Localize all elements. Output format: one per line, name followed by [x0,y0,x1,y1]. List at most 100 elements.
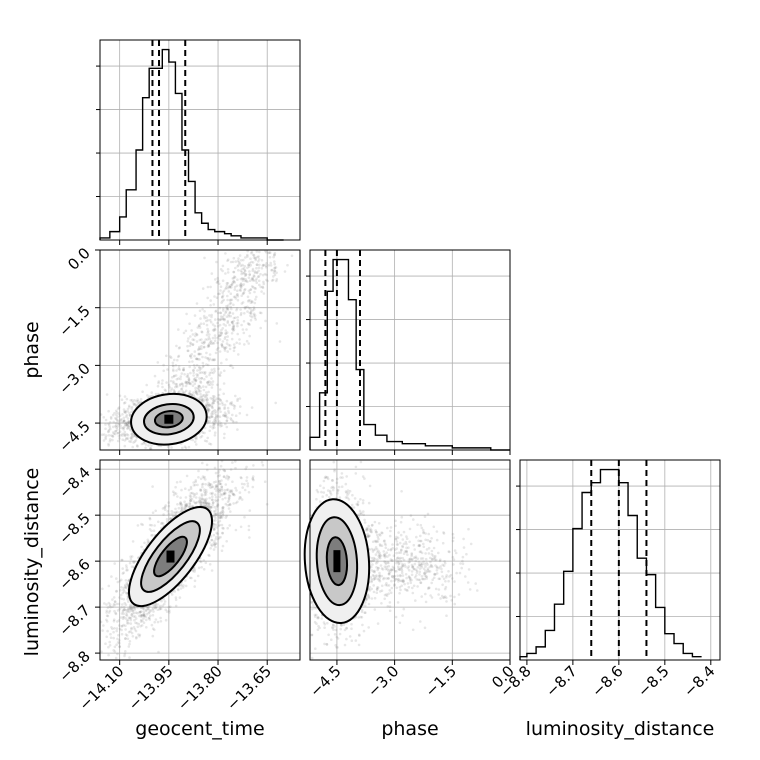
sample-point [231,366,235,370]
sample-point [174,385,177,389]
sample-point [247,263,251,267]
sample-point [109,632,112,636]
sample-point [202,568,206,571]
sample-point [213,327,216,331]
sample-point [236,319,240,322]
sample-point [211,323,215,326]
sample-point [224,324,227,327]
sample-point [116,652,119,656]
sample-point [216,474,220,478]
sample-point [126,427,129,430]
sample-point [198,385,201,388]
sample-point [117,434,121,438]
sample-point [219,315,223,318]
sample-point [226,268,230,271]
sample-point [211,498,214,502]
sample-point [254,318,257,321]
sample-point [198,324,201,328]
sample-point [230,283,234,287]
sample-point [273,251,277,255]
sample-point [234,414,238,418]
sample-point [118,596,121,599]
sample-point [135,400,138,403]
sample-point [161,507,165,510]
frame-hist-phase [309,249,511,451]
sample-point [265,278,268,282]
sample-point [231,413,234,417]
sample-point [208,563,212,566]
sample-point [119,433,122,437]
sample-point [187,378,191,382]
sample-point [230,307,233,311]
sample-point [211,427,215,430]
sample-point [237,269,240,272]
sample-point [265,503,269,506]
sample-point [127,404,131,408]
sample-point [247,263,250,267]
sample-point [258,311,262,315]
sample-point [172,388,176,392]
sample-point [274,266,278,269]
sample-point [243,268,247,272]
sample-point [175,378,179,381]
sample-point [243,271,246,275]
sample-point [125,436,128,440]
sample-point [174,364,178,367]
sample-point [195,357,199,361]
sample-point [212,399,215,403]
sample-point [138,635,141,638]
sample-point [169,355,172,358]
sample-point [239,277,243,281]
sample-point [115,426,118,430]
sample-point [122,419,126,423]
sample-point [128,561,132,565]
sample-point [222,318,225,321]
sample-point [243,264,246,268]
sample-point [126,426,130,430]
sample-point [178,346,181,349]
sample-point [220,487,224,491]
sample-point [218,482,222,486]
sample-point [200,493,204,496]
sample-point [109,636,113,639]
sample-point [134,617,138,620]
sample-point [210,315,213,319]
sample-point [118,645,121,649]
sample-point [208,403,212,407]
sample-point [151,511,155,514]
sample-point [256,255,259,259]
sample-point [228,323,231,327]
sample-point [108,425,112,429]
sample-point [242,272,245,275]
sample-point [156,384,160,388]
sample-point [183,391,186,394]
sample-point [123,654,126,658]
sample-point [199,436,202,439]
sample-point [113,600,117,603]
sample-point [124,628,127,631]
sample-point [184,380,188,384]
sample-point [261,264,265,268]
sample-point [123,422,127,426]
sample-point [224,415,228,418]
sample-point [253,271,257,275]
sample-point [224,422,227,426]
sample-point [129,622,133,625]
sample-point [112,636,115,640]
sample-point [188,381,191,385]
sample-point [223,432,226,436]
sample-point [247,524,251,528]
sample-point [207,329,210,333]
sample-point [122,416,126,420]
sample-point [259,326,263,330]
panel-hist-phase [306,249,511,455]
sample-point [125,397,129,401]
sample-point [214,310,217,313]
sample-point [236,294,240,298]
sample-point [176,495,179,498]
sample-point [159,616,162,620]
sample-point [190,353,194,356]
sample-point [161,379,164,382]
sample-point [178,368,181,371]
sample-point [232,502,235,505]
